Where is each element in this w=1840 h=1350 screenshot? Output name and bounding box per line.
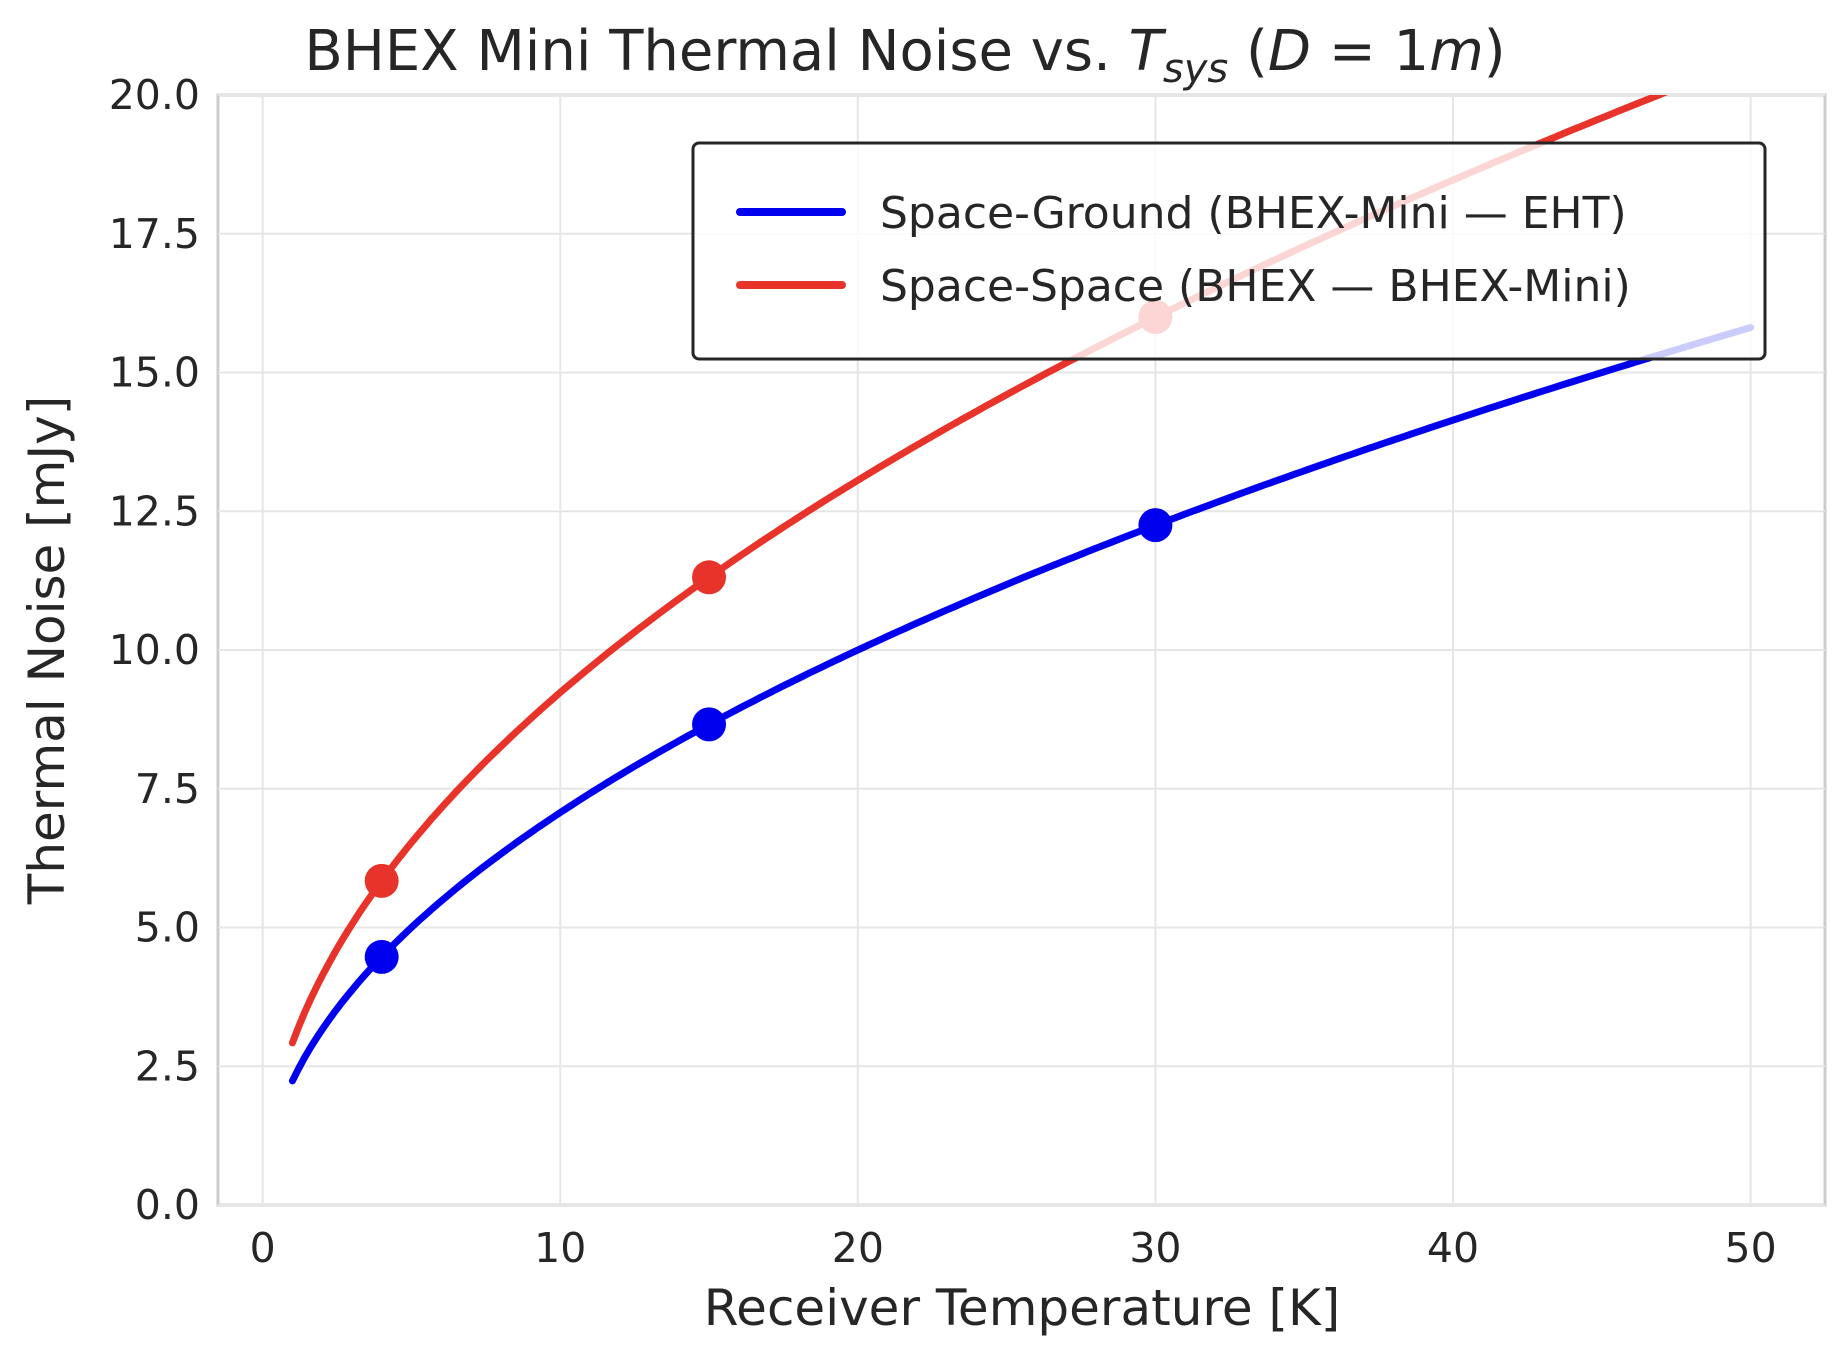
y-tick-label: 10.0 (109, 626, 200, 674)
x-tick-label: 50 (1725, 1224, 1777, 1272)
y-tick-label: 17.5 (109, 210, 200, 258)
series-0-marker (1138, 508, 1173, 543)
grid-lines (218, 94, 1825, 1206)
legend-box (691, 141, 1767, 361)
series-1-marker (364, 863, 399, 898)
y-tick-label: 12.5 (109, 487, 200, 535)
legend-label-space-space: Space-Space (BHEX — BHEX-Mini) (880, 261, 1631, 312)
y-tick-label: 20.0 (109, 71, 200, 119)
series-1-marker (692, 560, 727, 595)
x-tick-label: 0 (250, 1224, 276, 1272)
series-line-0 (288, 324, 1755, 1085)
x-tick-label: 30 (1129, 1224, 1181, 1272)
y-tick-label: 7.5 (135, 765, 200, 813)
x-axis-label: Receiver Temperature [K] (704, 1279, 1341, 1337)
y-tick-label: 2.5 (135, 1042, 200, 1090)
x-axis-ticks: 0 10 20 30 40 50 (250, 1224, 1777, 1272)
legend-label-space-ground: Space-Ground (BHEX-Mini — EHT) (880, 188, 1627, 239)
y-tick-label: 15.0 (109, 349, 200, 397)
x-tick-label: 20 (832, 1224, 884, 1272)
y-axis-label: Thermal Noise [mJy] (18, 396, 76, 905)
x-tick-label: 40 (1427, 1224, 1479, 1272)
y-axis-ticks: 0.0 2.5 5.0 7.5 10.0 12.5 15.0 17.5 20.0 (109, 71, 200, 1229)
series-0-marker (364, 939, 399, 974)
y-tick-label: 0.0 (135, 1181, 200, 1229)
y-tick-label: 5.0 (135, 904, 200, 952)
x-tick-label: 10 (534, 1224, 586, 1272)
series-0-marker (692, 707, 727, 742)
chart-title: BHEX Mini Thermal Noise vs. Tsys (D = 1m… (304, 19, 1505, 92)
legend: Space-Ground (BHEX-Mini — EHT) Space-Spa… (691, 141, 1767, 361)
